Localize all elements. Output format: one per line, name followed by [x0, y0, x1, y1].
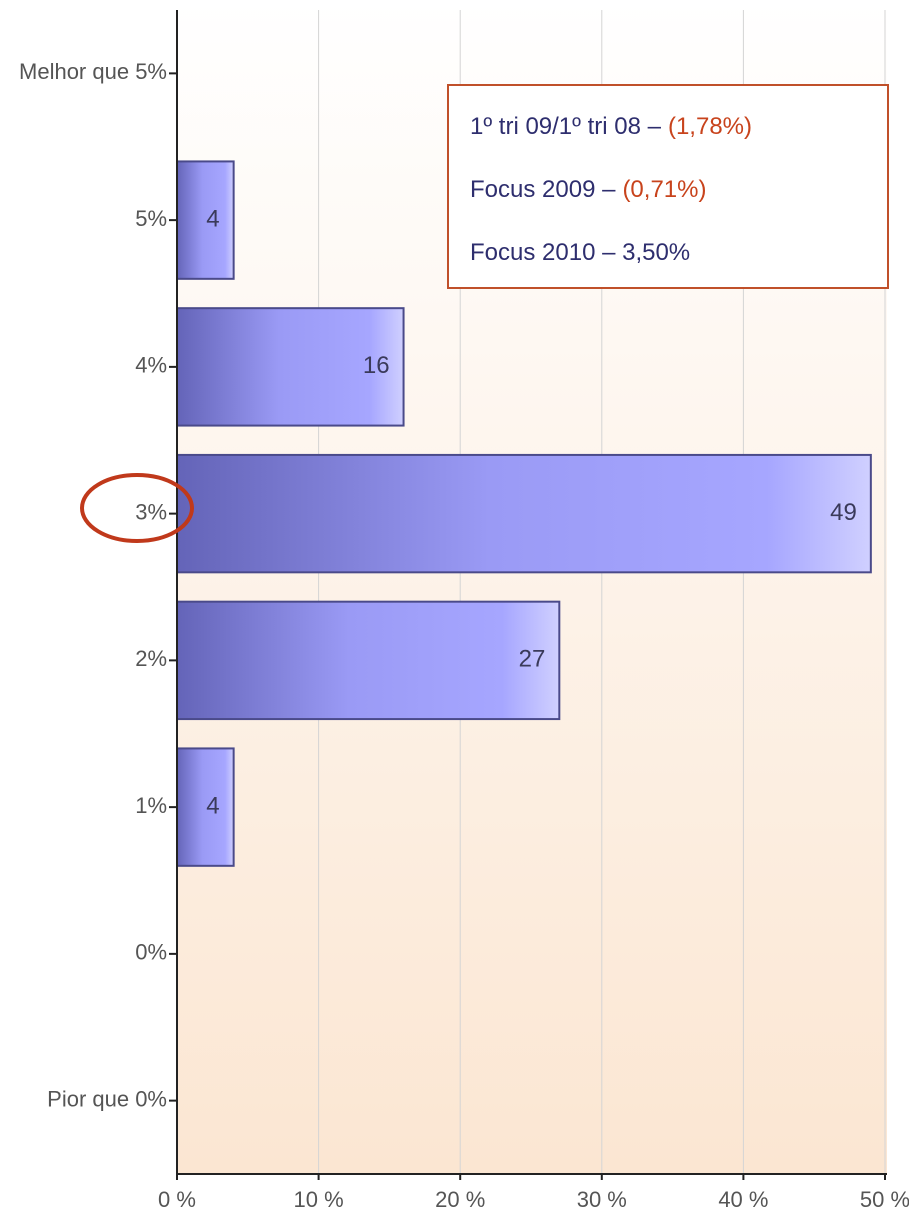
y-tick-label: 5%	[135, 206, 167, 231]
annotation-text: Focus 2009 –	[470, 176, 616, 203]
annotation-line: Focus 2010 – 3,50%	[470, 239, 690, 266]
x-tick-label: 20 %	[435, 1187, 485, 1212]
annotation-text: (1,78%)	[668, 113, 752, 140]
y-tick-label: 1%	[135, 793, 167, 818]
annotation-line: 1º tri 09/1º tri 08 – (1,78%)	[470, 113, 752, 140]
highlight-circle	[80, 473, 194, 543]
bar	[176, 307, 405, 427]
x-tick-label: 0 %	[158, 1187, 196, 1212]
y-tick-label: Melhor que 5%	[19, 59, 167, 84]
data-label: 4	[206, 205, 219, 232]
annotation-box	[447, 84, 889, 289]
bar	[176, 453, 872, 574]
y-tick-label: 4%	[135, 353, 167, 378]
x-tick-label: 50 %	[860, 1187, 909, 1212]
bar	[176, 600, 561, 721]
data-label: 16	[363, 352, 390, 379]
data-label: 4	[206, 792, 219, 819]
y-tick-label: 3%	[135, 499, 167, 524]
data-label: 27	[519, 646, 546, 673]
annotation-text: 1º tri 09/1º tri 08 –	[470, 113, 662, 140]
annotation-text: (0,71%)	[622, 176, 706, 203]
x-tick-label: 30 %	[577, 1187, 627, 1212]
y-tick-label: 0%	[135, 940, 167, 965]
data-label: 49	[830, 499, 857, 526]
y-tick-label: 2%	[135, 646, 167, 671]
bar	[176, 747, 235, 867]
x-tick-label: 10 %	[294, 1187, 344, 1212]
annotation-text: Focus 2010 – 3,50%	[470, 239, 690, 266]
bar	[176, 160, 235, 280]
annotation-line: Focus 2009 – (0,71%)	[470, 176, 706, 203]
x-tick-label: 40 %	[718, 1187, 768, 1212]
y-tick-label: Pior que 0%	[47, 1086, 167, 1111]
